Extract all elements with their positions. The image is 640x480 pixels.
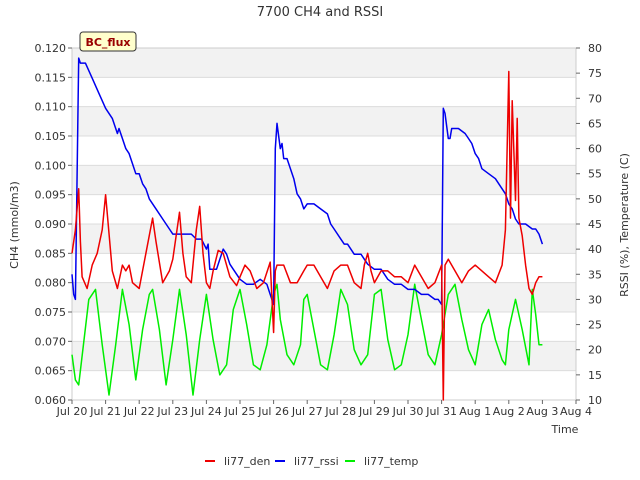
left-tick-label: 0.095 [35, 189, 67, 202]
series-line-li77_den [71, 70, 543, 401]
left-tick-label: 0.075 [35, 306, 67, 319]
right-tick-label: 10 [588, 394, 602, 407]
left-axis-ticks: 0.060 0.065 0.070 0.075 0.080 0.085 0.090 0.095… [35, 42, 72, 407]
x-tick-label: Jul 31 [425, 405, 457, 418]
background-bands [72, 48, 576, 400]
x-tick-label: Aug 4 [560, 405, 592, 418]
x-tick-label: Jul 27 [291, 405, 323, 418]
x-tick-label: Jul 28 [324, 405, 356, 418]
band [72, 224, 576, 254]
series-layer [71, 57, 544, 401]
right-tick-label: 50 [588, 193, 602, 206]
left-tick-label: 0.070 [35, 335, 67, 348]
x-tick-label: Jul 24 [190, 405, 222, 418]
chart-title: 7700 CH4 and RSSI [257, 5, 383, 20]
right-tick-label: 35 [588, 268, 602, 281]
band [72, 165, 576, 195]
right-tick-label: 75 [588, 67, 602, 80]
left-tick-label: 0.100 [35, 159, 67, 172]
band [72, 253, 576, 283]
left-tick-label: 0.120 [35, 42, 67, 55]
legend-label-li77_den: li77_den [224, 455, 270, 468]
x-tick-label: Jul 21 [89, 405, 121, 418]
legend-label-li77_rssi: li77_rssi [294, 455, 339, 468]
series-line-li77_rssi [71, 57, 544, 306]
x-tick-label: Jul 23 [156, 405, 188, 418]
right-axis-label: RSSI (%), Temperature (C) [618, 153, 631, 297]
legend-label-li77_temp: li77_temp [364, 455, 418, 468]
band [72, 77, 576, 107]
x-axis-label: Time [551, 423, 579, 436]
right-axis-ticks: 10 15 20 25 30 35 40 45 50 55 60 65 70 75 80 [576, 42, 602, 407]
legend: li77_den li77_rssi li77_temp [205, 455, 418, 468]
band [72, 312, 576, 342]
band [72, 136, 576, 166]
right-tick-label: 15 [588, 369, 602, 382]
left-tick-label: 0.115 [35, 71, 67, 84]
series-line-li77_temp [71, 283, 543, 396]
left-tick-label: 0.060 [35, 394, 67, 407]
band [72, 370, 576, 400]
x-tick-label: Jul 29 [358, 405, 390, 418]
x-axis-ticks: Jul 20 Jul 21 Jul 22 Jul 23 Jul 24 Jul 25 Jul … [56, 400, 592, 418]
right-tick-label: 80 [588, 42, 602, 55]
right-tick-label: 45 [588, 218, 602, 231]
x-tick-label: Jul 22 [123, 405, 155, 418]
band [72, 341, 576, 371]
right-tick-label: 60 [588, 143, 602, 156]
left-tick-label: 0.090 [35, 218, 67, 231]
x-tick-label: Jul 30 [392, 405, 424, 418]
left-tick-label: 0.080 [35, 277, 67, 290]
x-tick-label: Aug 3 [526, 405, 558, 418]
band [72, 106, 576, 136]
left-axis-label: CH4 (mmol/m3) [8, 181, 21, 269]
x-tick-label: Jul 20 [56, 405, 88, 418]
left-tick-label: 0.085 [35, 247, 67, 260]
badge: BC_flux [79, 31, 137, 52]
band [72, 48, 576, 78]
left-tick-label: 0.105 [35, 130, 67, 143]
badge-label: BC_flux [85, 36, 130, 49]
right-tick-label: 40 [588, 243, 602, 256]
band [72, 282, 576, 312]
left-tick-label: 0.110 [35, 101, 67, 114]
right-tick-label: 65 [588, 117, 602, 130]
x-tick-label: Aug 2 [493, 405, 525, 418]
right-tick-label: 20 [588, 344, 602, 357]
right-tick-label: 25 [588, 319, 602, 332]
x-tick-label: Jul 25 [224, 405, 256, 418]
left-tick-label: 0.065 [35, 365, 67, 378]
x-tick-label: Aug 1 [459, 405, 491, 418]
right-tick-label: 70 [588, 92, 602, 105]
right-tick-label: 55 [588, 168, 602, 181]
x-tick-label: Jul 26 [257, 405, 289, 418]
band [72, 194, 576, 224]
badge-box [79, 31, 137, 52]
right-tick-label: 30 [588, 293, 602, 306]
